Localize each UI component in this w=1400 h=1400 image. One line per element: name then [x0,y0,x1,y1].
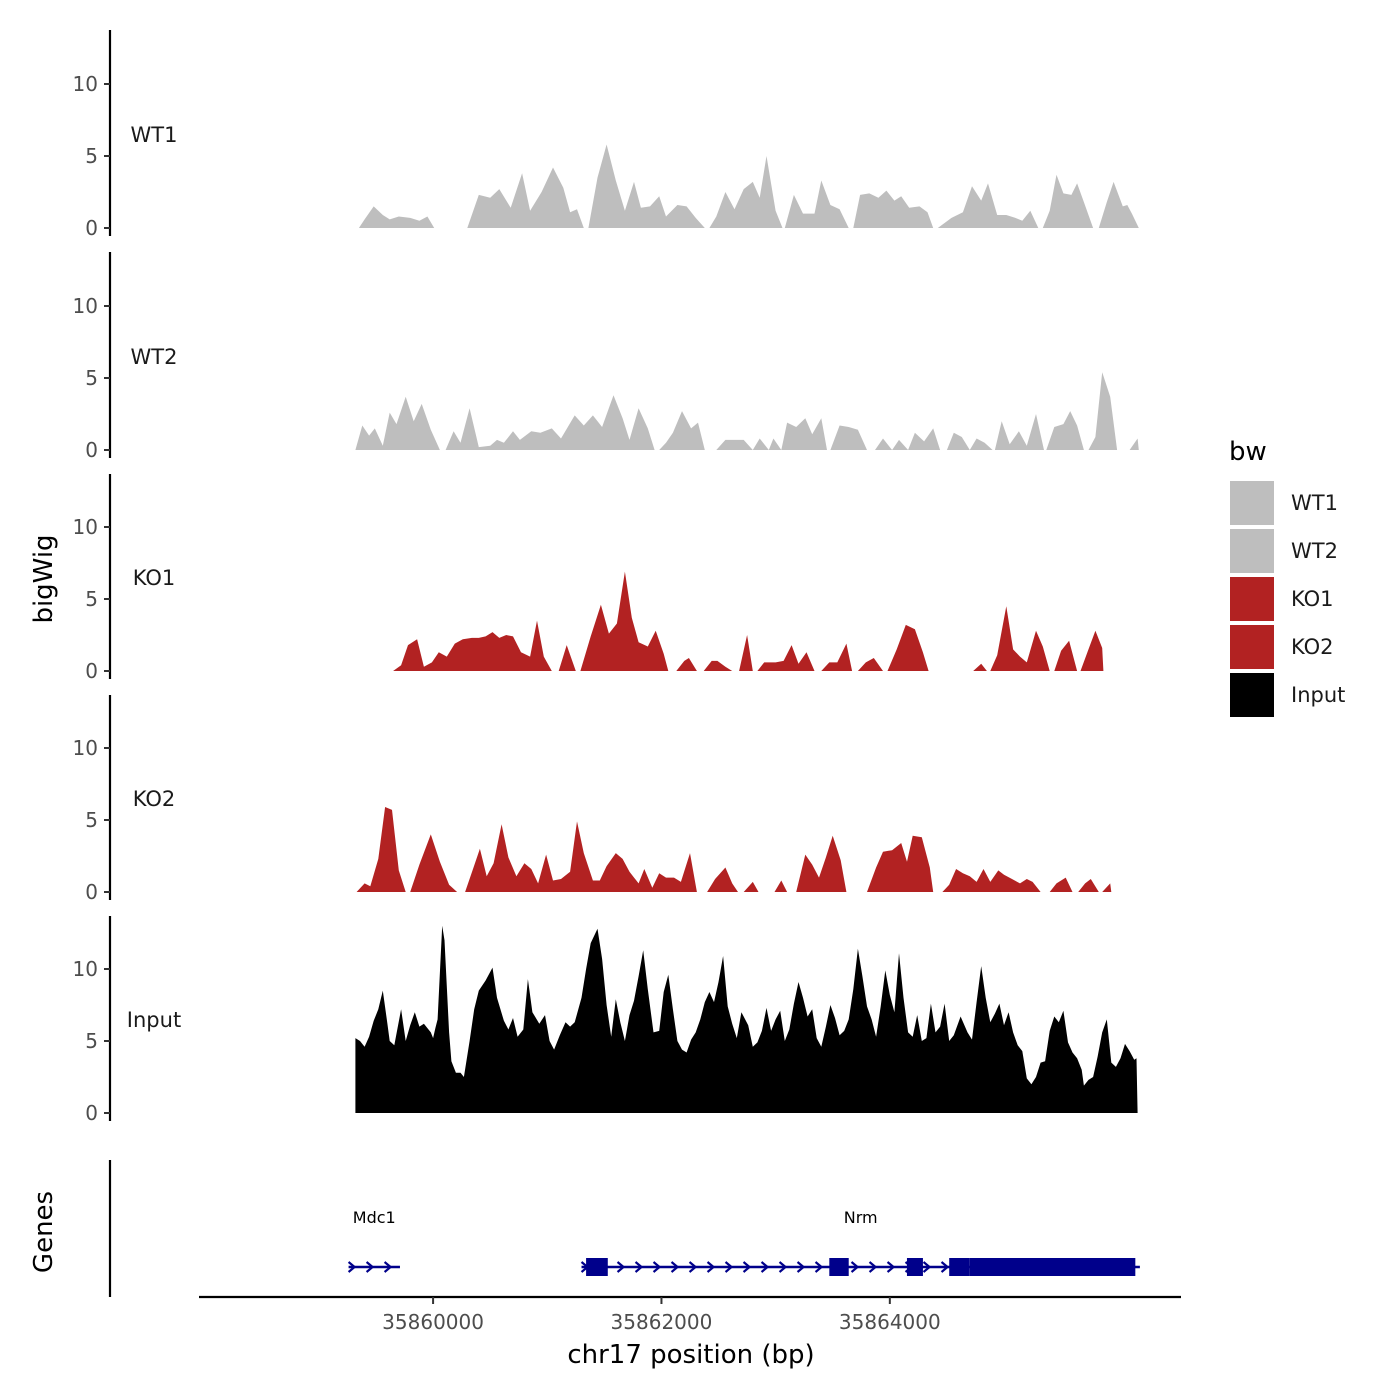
y-tick-label: 10 [73,957,98,981]
strand-chevron [886,1261,896,1273]
y-tick-label: 0 [85,438,98,462]
strand-chevron [616,1261,626,1273]
y-tick-label: 5 [85,366,98,390]
y-tick-label: 5 [85,808,98,832]
strand-chevron [760,1261,770,1273]
x-tick-label: 35864000 [839,1310,941,1334]
gene-label: Mdc1 [353,1208,396,1227]
y-tick-label: 5 [85,587,98,611]
y-tick-label: 10 [73,515,98,539]
y-tick-label: 5 [85,1029,98,1053]
area-input [355,925,1138,1113]
genes-axis-title: Genes [29,1191,59,1273]
strand-chevron [634,1261,644,1273]
strand-chevron [796,1261,806,1273]
y-tick-label: 0 [85,659,98,683]
signal-tracks: 0 5 10 WT1 0 5 10 WT2 0 5 10 KO1 0 5 10 KO2 0 5 10 Input [73,30,1139,1125]
strand-chevron [688,1261,698,1273]
track-wt1: 0 5 10 WT1 [73,30,1139,240]
gene-mdc1: Mdc1 [347,1208,400,1273]
strand-chevron [850,1261,860,1273]
exon [949,1258,970,1276]
y-tick-label: 10 [73,72,98,96]
legend-swatch-input [1228,671,1276,719]
legend-swatch-ko2 [1228,623,1276,671]
legend-label-ko2: KO2 [1291,635,1334,659]
legend-label-wt1: WT1 [1291,491,1338,515]
exon [969,1258,1136,1276]
track-label: Input [127,1008,181,1032]
track-label: WT2 [131,345,178,369]
strand-chevron [347,1261,357,1273]
strand-chevron [652,1261,662,1273]
legend-swatch-wt2 [1228,527,1276,575]
y-tick-label: 5 [85,144,98,168]
x-axis: 35860000 35862000 35864000 [199,1295,1181,1334]
strand-chevron [365,1261,375,1273]
strand-chevron [742,1261,752,1273]
y-tick-label: 0 [85,880,98,904]
gene-nrm: Nrm [580,1208,1140,1276]
exon [906,1258,923,1276]
strand-chevron [940,1261,950,1273]
area-ko1 [393,571,1104,671]
strand-chevron [383,1261,393,1273]
legend-title: bw [1229,437,1267,467]
area-ko2 [356,807,1112,892]
strand-chevron [922,1261,932,1273]
track-label: KO2 [133,787,176,811]
y-tick-label: 10 [73,294,98,318]
strand-chevron [868,1261,878,1273]
track-ko2: 0 5 10 KO2 [73,695,1112,904]
legend-label-ko1: KO1 [1291,587,1334,611]
track-input: 0 5 10 Input [73,916,1138,1125]
exon [829,1258,849,1276]
y-tick-label: 10 [73,736,98,760]
strand-chevron [706,1261,716,1273]
legend-swatch-ko1 [1228,575,1276,623]
y-tick-label: 0 [85,1101,98,1125]
legend-label-input: Input [1291,683,1345,707]
legend-swatch-wt1 [1228,479,1276,527]
x-tick-label: 35860000 [382,1310,484,1334]
track-wt2: 0 5 10 WT2 [73,252,1139,462]
y-axis-title: bigWig [29,534,59,623]
gene-label: Nrm [844,1208,878,1227]
strand-chevron [778,1261,788,1273]
strand-chevron [724,1261,734,1273]
y-tick-label: 0 [85,216,98,240]
track-ko1: 0 5 10 KO1 [73,474,1104,683]
exon [586,1258,608,1276]
x-axis-title: chr17 position (bp) [567,1340,814,1370]
legend-label-wt2: WT2 [1291,539,1338,563]
area-wt2 [355,372,1139,450]
genes-panel: Mdc1 Nrm [108,1160,1140,1297]
legend: bw WT1 WT2 KO1 KO2 Input [1228,437,1345,719]
strand-chevron [814,1261,824,1273]
area-wt1 [358,144,1139,228]
track-label: WT1 [131,123,178,147]
strand-chevron [670,1261,680,1273]
x-tick-label: 35862000 [611,1310,713,1334]
track-label: KO1 [133,566,176,590]
